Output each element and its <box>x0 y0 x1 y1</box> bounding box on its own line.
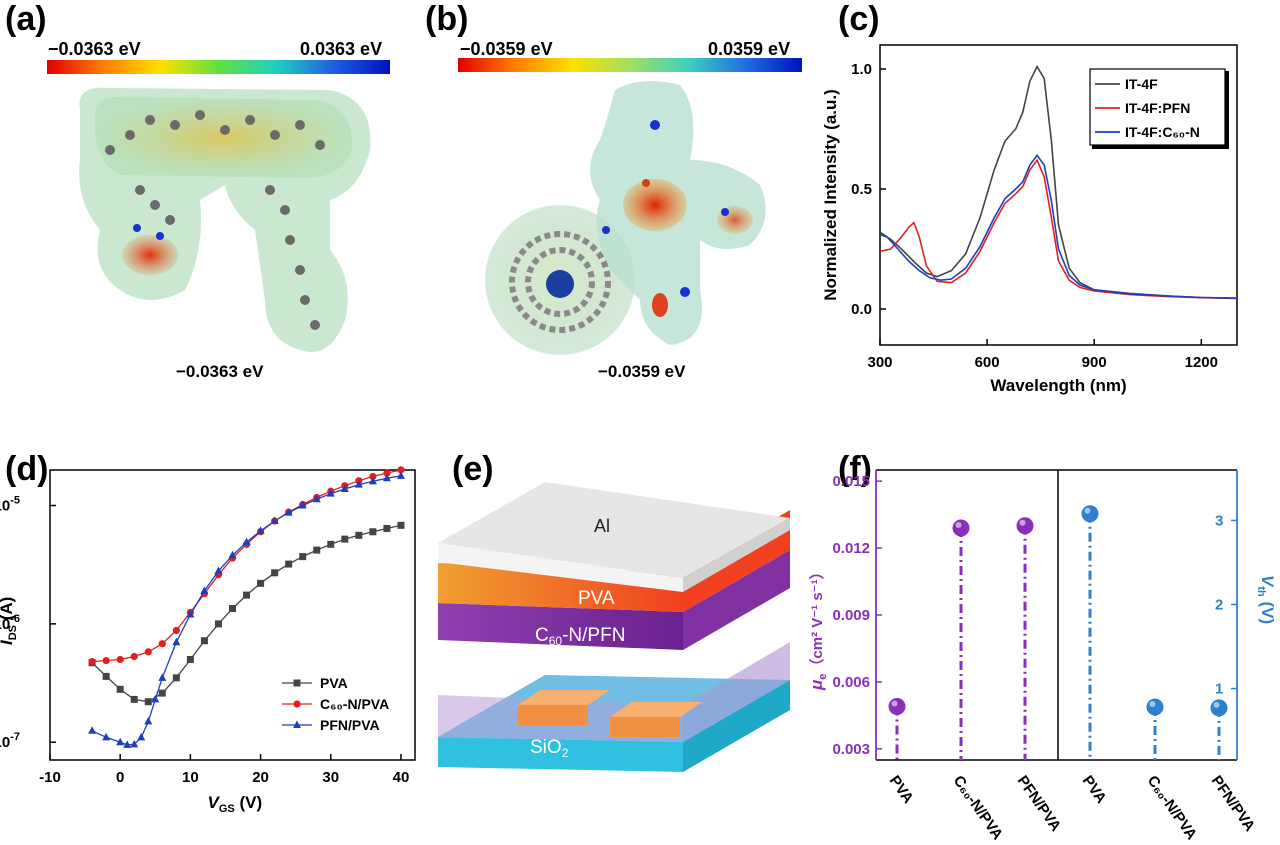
chart-f-point-highlight <box>1085 508 1091 514</box>
chart-f-left-tick-label: 0.009 <box>832 607 870 624</box>
chart-f-point-highlight <box>1214 702 1220 708</box>
chart-f-right-tick-label: 1 <box>1215 681 1223 698</box>
chart-f-point <box>1147 699 1164 716</box>
chart-f-left-tick-label: 0.003 <box>832 741 870 758</box>
chart-f-left-tick-label: 0.015 <box>832 473 870 490</box>
chart-f-category-label: PVA <box>1079 773 1110 807</box>
chart-f-category-label: PFN/PVA <box>1014 773 1065 835</box>
chart-f-right-label: Vth (V) <box>1255 575 1277 624</box>
chart-f-left-tick-label: 0.006 <box>832 674 870 691</box>
chart-f-point <box>953 520 970 537</box>
chart-f-point-highlight <box>1150 701 1156 707</box>
chart-f-point <box>1082 505 1099 522</box>
chart-f-point <box>1211 699 1228 716</box>
chart-f-right-tick-label: 2 <box>1215 596 1223 613</box>
chart-f-point <box>1017 517 1034 534</box>
chart-f-right-tick-label: 3 <box>1215 512 1223 529</box>
chart-f-point-highlight <box>892 700 898 706</box>
chart-f-point-highlight <box>1020 520 1026 526</box>
chart-f-point <box>889 698 906 715</box>
chart-f-left-label: μe（cm² V⁻¹ s⁻¹） <box>807 564 829 691</box>
chart-f-left-tick-label: 0.012 <box>832 540 870 557</box>
chart-f-point-highlight <box>956 522 962 528</box>
chart-f-category-label: PFN/PVA <box>1208 773 1259 835</box>
chart-f-category-label: C₆₀-N/PVA <box>950 773 1007 844</box>
chart-f: 0.003 0.006 0.009 0.012 0.015 1 2 3 μe（cm² V⁻¹ s… <box>0 0 1280 845</box>
chart-f-category-label: PVA <box>886 773 917 807</box>
chart-f-category-label: C₆₀-N/PVA <box>1144 773 1201 844</box>
